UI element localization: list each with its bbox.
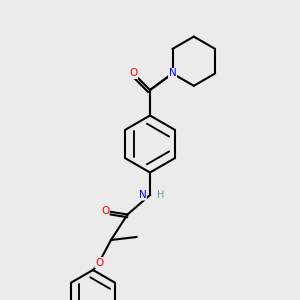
Text: N: N — [169, 68, 176, 79]
Text: N: N — [139, 190, 146, 200]
Text: N: N — [169, 68, 176, 79]
Text: O: O — [95, 257, 103, 268]
Text: O: O — [101, 206, 109, 216]
Text: H: H — [157, 190, 164, 200]
Text: O: O — [129, 68, 138, 79]
